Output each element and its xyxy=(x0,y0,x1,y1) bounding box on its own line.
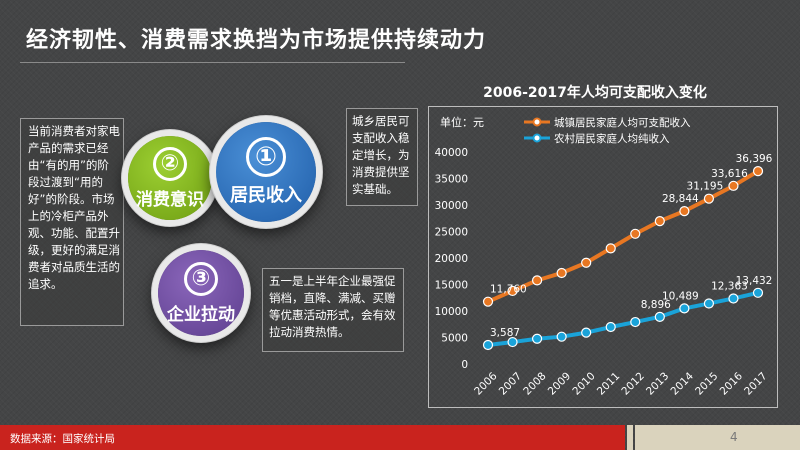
series-line-1 xyxy=(487,290,759,347)
legend-label-1: 农村居民家庭人均纯收入 xyxy=(554,132,670,145)
data-label-1: 10,489 xyxy=(662,290,699,302)
note-consumer-demand: 当前消费者对家电产品的需求已经由“有的用”的阶段过渡到“用的好”的阶段。市场上的… xyxy=(20,118,124,326)
y-tick-label: 0 xyxy=(461,359,468,371)
data-point-1 xyxy=(581,327,592,338)
title-divider xyxy=(20,62,405,63)
legend-marker-0 xyxy=(532,117,542,127)
note-income-growth: 城乡居民可支配收入稳定增长，为消费提供坚实基础。 xyxy=(346,108,418,206)
x-tick-label: 2006 xyxy=(472,370,500,398)
x-tick-label: 2013 xyxy=(644,370,671,397)
footer-bar xyxy=(0,425,625,450)
data-point-0 xyxy=(556,267,567,279)
circle-number-2: ② xyxy=(153,146,187,181)
data-point-1 xyxy=(531,333,543,344)
x-tick-label: 2016 xyxy=(718,370,746,398)
data-label-1: 12,363 xyxy=(711,280,748,292)
y-tick-label: 35000 xyxy=(435,174,468,186)
unit-label: 单位：元 xyxy=(440,115,484,129)
data-label-1: 3,587 xyxy=(490,327,520,339)
data-point-1 xyxy=(507,336,518,348)
data-label-0: 33,616 xyxy=(711,168,748,180)
data-point-0 xyxy=(531,275,543,286)
data-label-0: 36,396 xyxy=(736,153,773,165)
data-point-1 xyxy=(654,311,665,322)
note-promotion: 五一是上半年企业最强促销档，直降、满减、买赠等优惠活动形式，会有效拉动消费热情。 xyxy=(262,268,404,352)
chart-title: 2006-2017年人均可支配收入变化 xyxy=(483,85,707,101)
data-point-1 xyxy=(605,321,616,333)
data-point-0 xyxy=(581,257,592,268)
x-tick-label: 2015 xyxy=(693,370,720,397)
y-tick-label: 30000 xyxy=(435,200,468,212)
data-point-1 xyxy=(556,331,567,342)
circle-label-consumer-awareness: 消费意识 xyxy=(136,189,204,210)
y-tick-label: 5000 xyxy=(441,333,468,345)
data-point-1 xyxy=(679,303,690,314)
footer-page-area xyxy=(635,425,800,450)
data-point-0 xyxy=(630,228,641,239)
data-point-1 xyxy=(482,339,494,351)
page-number: 4 xyxy=(730,430,738,444)
data-point-1 xyxy=(752,287,764,298)
x-tick-label: 2014 xyxy=(669,370,697,398)
data-label-0: 31,195 xyxy=(687,181,724,193)
data-point-0 xyxy=(728,180,739,191)
data-point-0 xyxy=(507,285,518,297)
data-label-1: 13,432 xyxy=(736,275,773,287)
x-tick-label: 2007 xyxy=(497,370,524,397)
data-point-0 xyxy=(605,243,616,254)
x-tick-label: 2010 xyxy=(570,370,597,397)
data-point-0 xyxy=(752,166,764,177)
x-tick-label: 2012 xyxy=(619,370,646,397)
data-point-1 xyxy=(703,298,715,309)
circle-number-3: ③ xyxy=(184,261,218,296)
data-point-0 xyxy=(654,216,665,227)
data-point-1 xyxy=(630,316,641,328)
circle-label-resident-income: 居民收入 xyxy=(230,185,302,206)
legend-label-0: 城镇居民家庭人均可支配收入 xyxy=(554,116,691,129)
data-label-1: 8,896 xyxy=(641,299,671,311)
x-tick-label: 2008 xyxy=(521,370,548,397)
x-tick-label: 2009 xyxy=(546,370,573,397)
y-tick-label: 15000 xyxy=(435,280,468,292)
circle-resident-income: ① 居民收入 xyxy=(216,122,316,222)
data-label-0: 28,844 xyxy=(662,193,699,205)
circle-consumer-awareness: ② 消费意识 xyxy=(128,136,212,220)
data-source: 数据来源：国家统计局 xyxy=(10,433,115,445)
chart-panel xyxy=(428,106,778,408)
data-point-0 xyxy=(703,193,715,204)
y-tick-label: 25000 xyxy=(435,227,468,239)
y-tick-label: 40000 xyxy=(435,147,468,159)
x-tick-label: 2011 xyxy=(595,370,622,397)
x-tick-label: 2017 xyxy=(742,370,769,397)
circle-number-1: ① xyxy=(246,137,286,177)
data-point-0 xyxy=(679,206,690,217)
circle-label-enterprise-drive: 企业拉动 xyxy=(167,304,235,325)
page-title: 经济韧性、消费需求换挡为市场提供持续动力 xyxy=(26,28,487,53)
data-point-1 xyxy=(728,293,739,304)
y-tick-label: 10000 xyxy=(435,306,468,318)
data-point-0 xyxy=(482,296,494,307)
circle-enterprise-drive: ③ 企业拉动 xyxy=(158,250,244,336)
legend-marker-1 xyxy=(532,133,542,143)
data-label-0: 11,760 xyxy=(490,284,527,296)
y-tick-label: 20000 xyxy=(435,253,468,265)
footer-accent xyxy=(627,425,633,450)
